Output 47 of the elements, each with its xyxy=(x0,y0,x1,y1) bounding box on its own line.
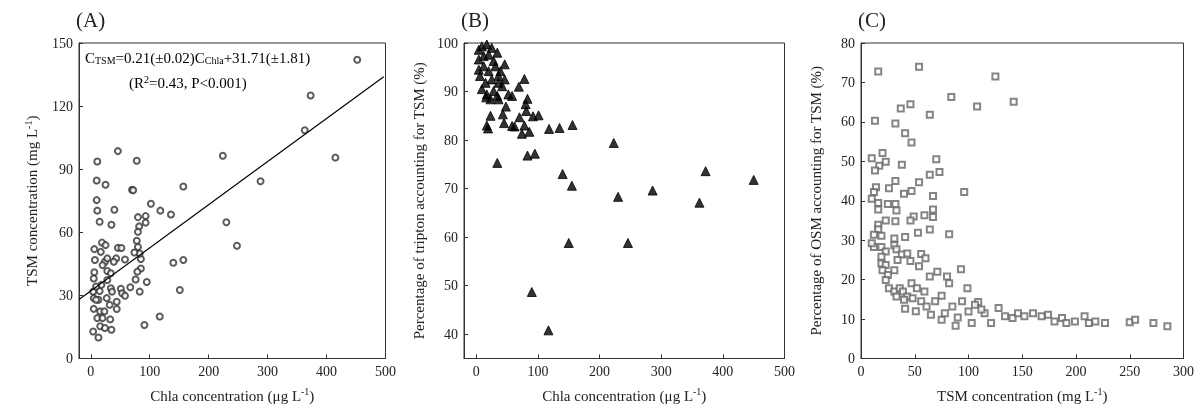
y-tick-label: 80 xyxy=(444,132,458,148)
y-axis-title: Percentage of OSM accounting for TSM (%) xyxy=(807,65,825,336)
x-tick-label: 50 xyxy=(907,364,922,379)
y-tick-label: 60 xyxy=(841,114,855,130)
chart-title: (B) xyxy=(461,7,489,32)
x-tick-label: 250 xyxy=(1119,364,1141,379)
x-tick-label: 300 xyxy=(1173,364,1194,379)
y-tick-label: 40 xyxy=(841,193,855,209)
x-tick-label: 500 xyxy=(375,364,396,379)
y-tick-label: 20 xyxy=(841,272,855,288)
x-tick-label: 300 xyxy=(257,364,279,379)
x-tick-label: 0 xyxy=(87,364,95,379)
x-tick-label: 200 xyxy=(589,364,611,379)
y-tick-label: 40 xyxy=(444,326,458,342)
y-tick-label: 0 xyxy=(66,351,73,366)
x-tick-label: 100 xyxy=(527,364,549,379)
y-tick-label: 30 xyxy=(59,287,73,303)
y-tick-label: 100 xyxy=(437,35,458,51)
y-tick-label: 80 xyxy=(841,35,855,51)
y-tick-label: 90 xyxy=(444,84,458,100)
x-tick-label: 200 xyxy=(198,364,220,379)
y-tick-label: 60 xyxy=(59,224,73,240)
y-tick-label: 30 xyxy=(841,232,855,248)
chart-title: (A) xyxy=(76,7,106,32)
x-tick-label: 500 xyxy=(774,364,795,379)
y-tick-label: 60 xyxy=(444,229,458,245)
y-tick-label: 10 xyxy=(841,311,855,327)
x-tick-label: 150 xyxy=(1011,364,1033,379)
y-tick-label: 0 xyxy=(848,351,855,366)
x-tick-label: 400 xyxy=(712,364,734,379)
y-tick-label: 50 xyxy=(444,278,458,294)
x-tick-label: 300 xyxy=(650,364,672,379)
x-tick-label: 100 xyxy=(139,364,161,379)
x-tick-label: 200 xyxy=(1065,364,1087,379)
chart-title: (C) xyxy=(858,7,886,32)
y-tick-label: 90 xyxy=(59,161,73,177)
y-tick-label: 70 xyxy=(841,74,855,90)
x-tick-label: 400 xyxy=(316,364,338,379)
y-tick-label: 150 xyxy=(52,35,73,51)
y-tick-label: 50 xyxy=(841,153,855,169)
y-tick-label: 120 xyxy=(52,98,73,114)
x-tick-label: 0 xyxy=(472,364,480,379)
y-axis-title: Percentage of tripton accounting for TSM (%) xyxy=(410,62,428,340)
x-tick-label: 0 xyxy=(857,364,865,379)
y-axis-title: TSM concentration (mg L-1) xyxy=(22,115,41,286)
y-tick-label: 70 xyxy=(444,181,458,197)
x-tick-label: 100 xyxy=(958,364,979,379)
